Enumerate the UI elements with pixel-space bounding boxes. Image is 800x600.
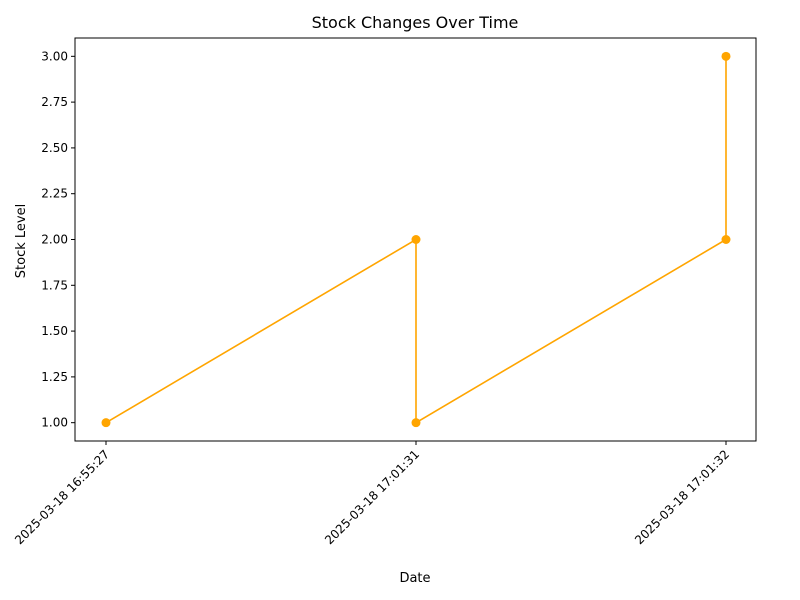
data-point [411,418,421,428]
data-point [721,235,731,244]
y-axis-label: Stock Level [14,204,29,278]
x-axis-label: Date [399,571,430,586]
y-tick-label: 1.25 [41,370,68,384]
y-tick-label: 1.75 [41,278,68,292]
x-tick-label: 2025-03-18 16:55:27 [12,447,112,547]
y-tick-label: 2.50 [41,141,68,155]
y-tick-label: 1.00 [41,416,68,430]
plot-area: 1.00 1.25 1.50 1.75 2.00 2.25 2.50 2.75 3.00 2025… [12,37,757,547]
y-tick-label: 2.00 [41,233,68,247]
x-tick-label: 2025-03-18 17:01:32 [632,447,732,547]
y-tick-label: 2.75 [41,95,68,109]
data-point [721,51,731,61]
chart-title: Stock Changes Over Time [312,13,519,32]
y-tick-label: 1.50 [41,324,68,338]
y-tick-label: 3.00 [41,49,68,63]
data-point [101,418,111,428]
y-tick-label: 2.25 [41,187,68,201]
x-tick-label: 2025-03-18 17:01:31 [322,447,422,547]
data-point [411,235,421,244]
